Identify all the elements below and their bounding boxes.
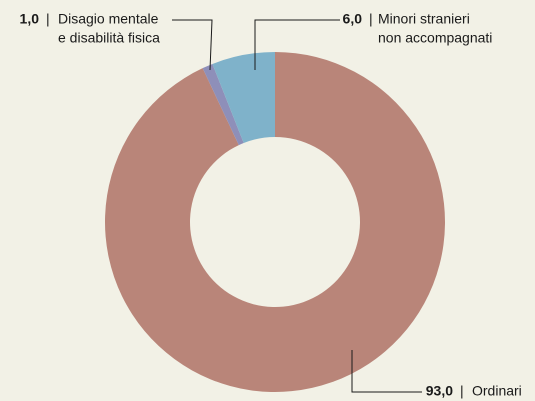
- value-label: 1,0: [20, 11, 40, 27]
- donut-segment: [202, 63, 244, 146]
- leader-line: [254, 19, 340, 70]
- category-label: non accompagnati: [378, 30, 492, 46]
- category-label: Disagio mentale: [58, 11, 159, 27]
- value-label: 93,0: [426, 383, 453, 399]
- separator: |: [46, 11, 50, 27]
- category-label: e disabilità fisica: [58, 30, 160, 46]
- leader-line: [351, 350, 422, 393]
- category-label: Ordinari: [472, 383, 522, 399]
- separator: |: [460, 383, 464, 399]
- separator: |: [369, 11, 373, 27]
- donut-segment: [104, 52, 446, 392]
- category-label: Minori stranieri: [378, 11, 470, 27]
- leader-line: [172, 19, 213, 71]
- donut-segment: [212, 52, 275, 143]
- value-label: 6,0: [343, 11, 363, 27]
